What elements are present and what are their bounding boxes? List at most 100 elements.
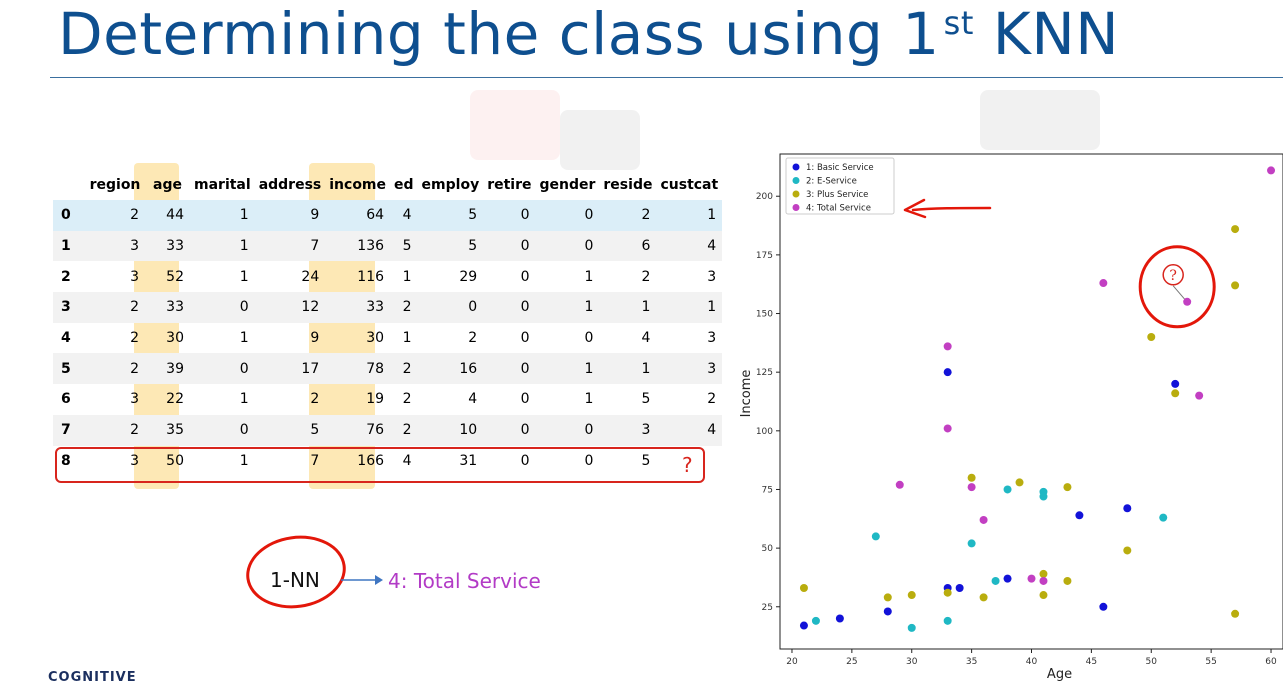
data-point bbox=[1039, 492, 1048, 501]
cell-retire: 0 bbox=[483, 353, 536, 385]
data-point bbox=[871, 532, 880, 541]
brand-logo: COGNITIVE bbox=[48, 670, 137, 685]
legend-marker bbox=[792, 163, 800, 171]
nn-label: 1-NN bbox=[270, 568, 320, 592]
cell-gender: 0 bbox=[584, 452, 594, 469]
data-point bbox=[1027, 574, 1036, 583]
x-tick-label: 50 bbox=[1146, 657, 1158, 667]
cell-ed: 1 bbox=[402, 330, 412, 347]
index-header bbox=[53, 170, 85, 200]
cell-age: 50 bbox=[166, 452, 184, 469]
data-point bbox=[1099, 279, 1108, 288]
cell-address: 7 bbox=[310, 452, 320, 469]
data-point bbox=[943, 616, 952, 625]
cell-address: 5 bbox=[254, 414, 326, 446]
cell-ed: 4 bbox=[390, 200, 418, 231]
cell-marital: 1 bbox=[190, 200, 255, 231]
cell-custcat: 1 bbox=[656, 292, 723, 323]
col-header: age bbox=[153, 177, 182, 193]
col-header: ed bbox=[394, 177, 414, 193]
legend-label: 3: Plus Service bbox=[806, 190, 868, 200]
data-point bbox=[907, 591, 916, 600]
cell-custcat: 1 bbox=[656, 200, 723, 231]
cell-region: 3 bbox=[130, 391, 139, 408]
cell-income: 78 bbox=[325, 353, 391, 385]
query-mark: ? bbox=[1169, 268, 1177, 284]
cell-address: 12 bbox=[254, 292, 326, 323]
cell-age: 35 bbox=[145, 414, 190, 446]
scatter-chart: 20 25 30 35 40 45 50 55 60 25 50 75 100 125 150 175 200 A… bbox=[739, 153, 1283, 682]
data-point bbox=[907, 623, 916, 632]
cell-income: 64 bbox=[325, 200, 391, 231]
data-point bbox=[1171, 389, 1180, 398]
cell-ed: 1 bbox=[402, 268, 412, 285]
cell-address: 7 bbox=[254, 230, 326, 262]
cell-retire: 0 bbox=[483, 292, 536, 323]
data-point bbox=[1267, 166, 1276, 175]
cell-age: 22 bbox=[166, 391, 184, 408]
x-tick-label: 60 bbox=[1265, 657, 1277, 667]
data-point bbox=[943, 368, 952, 377]
cell-region: 3 bbox=[85, 230, 145, 262]
cell-employ: 10 bbox=[417, 414, 484, 446]
row-index: 1 bbox=[53, 230, 85, 262]
cell-income: 116 bbox=[357, 268, 385, 285]
data-point bbox=[1231, 281, 1240, 290]
cell-ed: 2 bbox=[402, 391, 412, 408]
cell-marital: 0 bbox=[190, 414, 255, 446]
data-point bbox=[943, 588, 952, 597]
cell-retire: 0 bbox=[520, 391, 530, 408]
data-point bbox=[967, 473, 976, 482]
col-header: income bbox=[329, 177, 387, 193]
cell-marital: 0 bbox=[190, 353, 255, 385]
table-row: 0 2 44 1 9 64 4 5 0 0 2 1 bbox=[53, 200, 723, 231]
table-row: 5 2 39 0 17 78 2 16 0 1 1 3 bbox=[53, 353, 723, 385]
x-tick-label: 30 bbox=[906, 657, 918, 667]
cell-employ: 5 bbox=[417, 230, 484, 262]
col-header: custcat bbox=[660, 177, 719, 193]
legend-arrow-shaft bbox=[911, 206, 992, 212]
cell-retire: 0 bbox=[483, 414, 536, 446]
unknown-class-mark: ? bbox=[682, 453, 693, 477]
cell-custcat: 3 bbox=[707, 330, 717, 347]
data-point bbox=[991, 576, 1000, 585]
cell-ed: 2 bbox=[390, 414, 418, 446]
cell-custcat: 4 bbox=[656, 230, 723, 262]
data-point bbox=[1123, 504, 1132, 513]
col-header: gender bbox=[539, 177, 596, 193]
data-point bbox=[1063, 483, 1072, 492]
cell-marital: 1 bbox=[190, 230, 255, 262]
data-point bbox=[1231, 225, 1240, 234]
nn-arrow bbox=[341, 575, 383, 585]
cell-age: 30 bbox=[166, 330, 184, 347]
legend-label: 4: Total Service bbox=[806, 204, 871, 214]
cell-reside: 1 bbox=[599, 292, 657, 323]
cell-reside: 5 bbox=[641, 391, 651, 408]
data-point bbox=[811, 616, 820, 625]
cell-marital: 1 bbox=[239, 330, 249, 347]
cell-gender: 0 bbox=[535, 230, 600, 262]
data-point bbox=[943, 342, 952, 351]
row-index: 4 bbox=[61, 330, 71, 347]
row-index: 6 bbox=[61, 391, 71, 408]
data-point bbox=[1171, 379, 1180, 388]
cell-marital: 1 bbox=[239, 452, 249, 469]
cell-age: 52 bbox=[166, 268, 184, 285]
x-tick-label: 40 bbox=[1026, 657, 1038, 667]
row-index: 0 bbox=[53, 200, 85, 231]
data-point bbox=[967, 539, 976, 548]
legend-marker bbox=[792, 204, 800, 211]
y-tick-label: 100 bbox=[756, 427, 773, 437]
cell-reside: 5 bbox=[641, 452, 651, 469]
cell-gender: 1 bbox=[535, 292, 600, 323]
cell-ed: 4 bbox=[402, 452, 412, 469]
cell-employ: 16 bbox=[417, 353, 484, 385]
data-point bbox=[1039, 591, 1048, 600]
data-point bbox=[1123, 546, 1132, 555]
row-index: 8 bbox=[61, 452, 71, 469]
watermark-shape bbox=[980, 90, 1100, 150]
col-header: marital bbox=[194, 177, 251, 193]
cell-gender: 1 bbox=[535, 353, 600, 385]
cell-age: 44 bbox=[145, 200, 190, 231]
